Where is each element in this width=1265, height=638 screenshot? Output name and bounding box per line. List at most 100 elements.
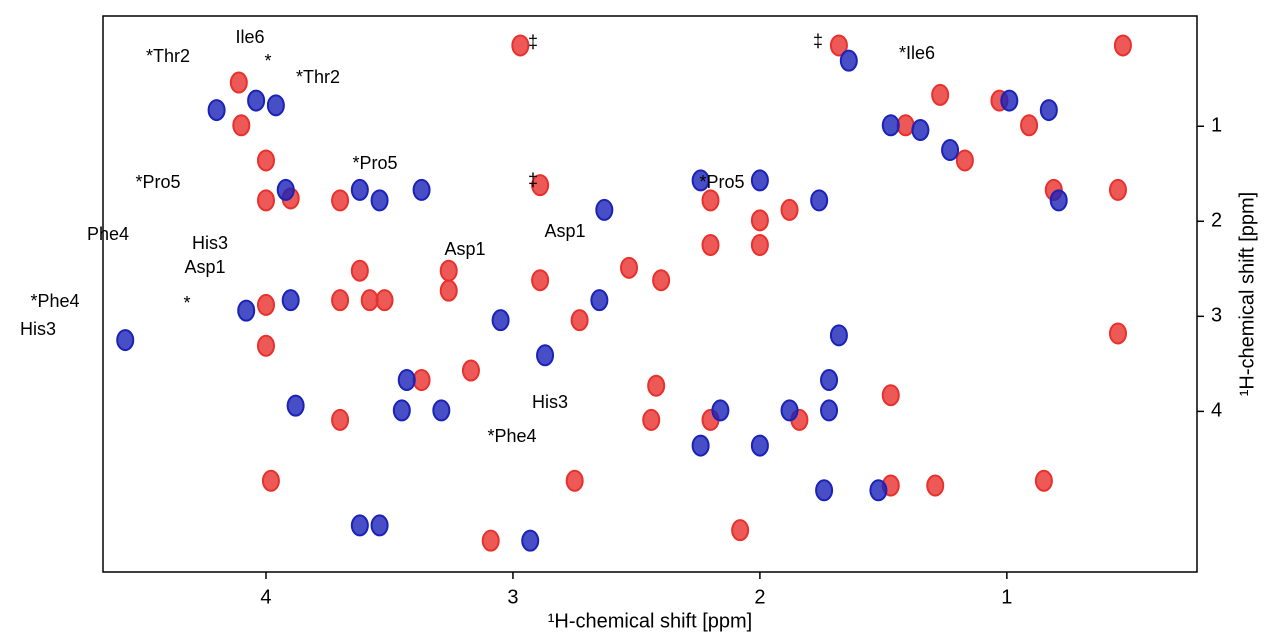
peak	[780, 399, 799, 422]
peak	[810, 189, 829, 212]
annotation: *Pro5	[699, 172, 744, 192]
y-tick-label: 2	[1211, 210, 1222, 232]
peak	[711, 399, 730, 422]
peak	[820, 369, 839, 392]
y-tick-label: 1	[1211, 115, 1222, 137]
peak	[286, 394, 305, 417]
peak	[256, 293, 275, 316]
peak	[521, 529, 540, 552]
peak	[116, 329, 135, 352]
peak	[439, 279, 458, 302]
peak	[229, 71, 248, 94]
annotation: *	[264, 51, 271, 71]
peak	[1034, 469, 1053, 492]
annotation: *	[183, 293, 190, 313]
peak	[941, 139, 960, 162]
peak	[750, 234, 769, 257]
peak	[590, 289, 609, 312]
peak	[829, 34, 848, 57]
peak	[565, 469, 584, 492]
x-axis-label: ¹H-chemical shift [ppm]	[548, 610, 753, 632]
peak	[1049, 189, 1068, 212]
peak	[256, 149, 275, 172]
peak	[370, 514, 389, 537]
peak	[375, 289, 394, 312]
peak	[247, 89, 266, 112]
peak	[701, 234, 720, 257]
peak	[397, 369, 416, 392]
y-tick-label: 4	[1211, 400, 1222, 422]
peak	[511, 34, 530, 57]
peak	[881, 114, 900, 137]
peak	[570, 309, 589, 332]
x-tick-label: 3	[507, 586, 518, 608]
annotation: His3	[20, 319, 56, 339]
peak	[815, 479, 834, 502]
peak	[412, 178, 431, 201]
annotation: Asp1	[544, 221, 585, 241]
annotation: Asp1	[444, 239, 485, 259]
annotation: *Thr2	[296, 67, 340, 87]
annotation: ‡	[528, 170, 538, 190]
peak	[266, 94, 285, 117]
peak	[926, 474, 945, 497]
peak	[481, 529, 500, 552]
peak	[331, 189, 350, 212]
peak	[360, 289, 379, 312]
peak	[531, 269, 550, 292]
annotation: *Pro5	[135, 172, 180, 192]
peak	[237, 299, 256, 322]
peak	[731, 519, 750, 542]
peak	[1113, 34, 1132, 57]
annotation: *Pro5	[352, 153, 397, 173]
peak	[701, 189, 720, 212]
peak	[820, 399, 839, 422]
peak	[955, 149, 974, 172]
peak	[595, 198, 614, 221]
peak	[392, 399, 411, 422]
peak	[1108, 178, 1127, 201]
peak	[881, 384, 900, 407]
peak	[647, 374, 666, 397]
annotation: His3	[532, 392, 568, 412]
annotation: Asp1	[184, 257, 225, 277]
x-tick-label: 1	[1001, 586, 1012, 608]
peak	[869, 479, 888, 502]
peak	[839, 49, 858, 72]
peak	[439, 259, 458, 282]
peak	[261, 469, 280, 492]
peak	[911, 119, 930, 142]
peak	[412, 369, 431, 392]
annotation: Ile6	[235, 27, 264, 47]
peak	[256, 189, 275, 212]
x-tick-label: 4	[260, 586, 271, 608]
peak	[276, 178, 295, 201]
peak	[1000, 89, 1019, 112]
peak	[232, 114, 251, 137]
peak	[432, 399, 451, 422]
peak	[691, 434, 710, 457]
x-tick-label: 2	[754, 586, 765, 608]
peak	[207, 99, 226, 122]
annotation: ‡	[813, 31, 823, 51]
peak	[331, 408, 350, 431]
peak	[750, 209, 769, 232]
peak	[780, 198, 799, 221]
y-axis-label: ¹H-chemical shift [ppm]	[1236, 192, 1258, 397]
annotation: *Thr2	[146, 46, 190, 66]
peak	[896, 114, 915, 137]
peak	[1020, 114, 1039, 137]
peak	[931, 83, 950, 106]
annotation: His3	[192, 233, 228, 253]
peak	[370, 189, 389, 212]
peak	[531, 174, 550, 197]
peak	[461, 359, 480, 382]
plot-frame	[102, 15, 1198, 573]
peak	[536, 344, 555, 367]
peak	[281, 289, 300, 312]
peak	[331, 289, 350, 312]
peak	[691, 169, 710, 192]
peak	[750, 434, 769, 457]
peak	[829, 324, 848, 347]
